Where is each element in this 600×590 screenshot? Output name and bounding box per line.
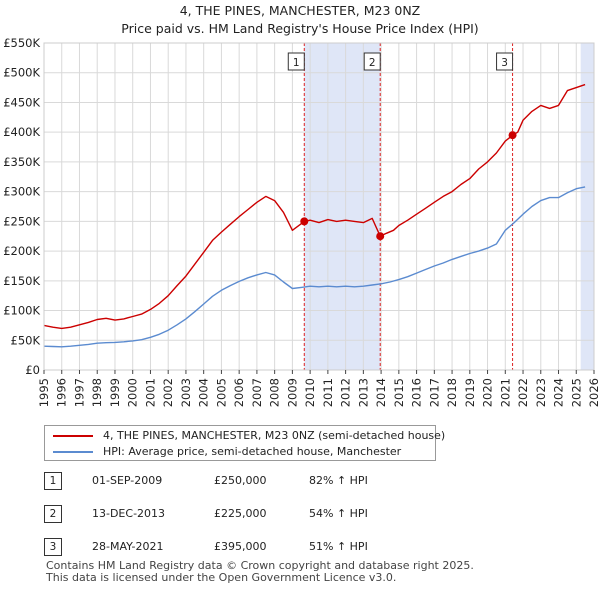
- legend-label-hpi: HPI: Average price, semi-detached house,…: [103, 445, 402, 458]
- y-tick-label: £150K: [3, 274, 40, 288]
- legend: 4, THE PINES, MANCHESTER, M23 0NZ (semi-…: [44, 425, 445, 461]
- transaction-hpi-change: 54% ↑ HPI: [309, 507, 368, 520]
- sale-point: [376, 232, 385, 241]
- x-tick-label: 2016: [410, 378, 424, 407]
- plot-area: [43, 42, 595, 371]
- y-tick-label: £250K: [3, 214, 40, 228]
- x-tick-label: 2008: [268, 378, 282, 407]
- sale-marker-badge: 2: [363, 52, 381, 71]
- sale-marker-number: 3: [501, 57, 508, 69]
- transaction-badge: 1: [44, 472, 62, 490]
- x-tick-label: 2026: [587, 378, 600, 407]
- x-tick-label: 2011: [321, 378, 335, 407]
- x-tick-label: 2004: [197, 378, 211, 407]
- y-tick-label: £400K: [3, 125, 40, 139]
- sale-point: [508, 131, 517, 140]
- transaction-hpi-change: 51% ↑ HPI: [309, 540, 368, 553]
- sale-marker-badge: 3: [496, 52, 514, 71]
- x-tick-label: 1999: [108, 378, 122, 407]
- x-tick-label: 2019: [463, 378, 477, 407]
- y-tick-label: £500K: [3, 66, 40, 80]
- x-tick-label: 1996: [55, 378, 69, 407]
- x-tick-label: 2005: [214, 378, 228, 407]
- shaded-range: [580, 43, 594, 370]
- footer-licence: This data is licensed under the Open Gov…: [46, 571, 397, 584]
- x-tick-label: 2014: [374, 378, 388, 407]
- y-tick-label: £350K: [3, 155, 40, 169]
- sale-marker-box: [363, 52, 381, 71]
- x-tick-label: 2001: [143, 378, 157, 407]
- chart-subtitle: Price paid vs. HM Land Registry's House …: [121, 21, 479, 36]
- x-tick-label: 2012: [339, 378, 353, 407]
- price-chart: 1 2 3 £0 £50K £100K £150K £200K £250K £300K £350K…: [3, 36, 600, 407]
- x-tick-label: 2024: [552, 378, 566, 407]
- y-tick-label: £0: [25, 363, 40, 377]
- x-tick-label: 2002: [161, 378, 175, 407]
- x-tick-label: 1995: [37, 378, 51, 407]
- x-tick-label: 2023: [534, 378, 548, 407]
- transaction-date: 28-MAY-2021: [92, 540, 164, 553]
- x-tick-label: 2010: [303, 378, 317, 407]
- sale-marker-box: [287, 52, 305, 71]
- shaded-range: [304, 43, 381, 370]
- x-tick-label: 2009: [285, 378, 299, 407]
- x-tick-label: 2000: [126, 378, 140, 407]
- y-tick-label: £100K: [3, 304, 40, 318]
- footer: Contains HM Land Registry data © Crown c…: [46, 560, 474, 584]
- footer-copyright: Contains HM Land Registry data © Crown c…: [46, 559, 474, 572]
- y-tick-label: £550K: [3, 36, 40, 50]
- y-tick-label: £200K: [3, 244, 40, 258]
- transaction-badge: 2: [44, 505, 62, 523]
- legend-swatch-property: [53, 435, 93, 437]
- x-tick-label: 2020: [481, 378, 495, 407]
- chart-title-block: 4, THE PINES, MANCHESTER, M23 0NZ Price …: [0, 2, 600, 38]
- legend-item-property: 4, THE PINES, MANCHESTER, M23 0NZ (semi-…: [53, 428, 445, 444]
- x-tick-label: 2013: [356, 378, 370, 407]
- legend-swatch-hpi: [53, 451, 93, 453]
- sale-marker-box: [496, 52, 514, 71]
- transaction-date: 13-DEC-2013: [92, 507, 166, 520]
- x-tick-label: 2021: [498, 378, 512, 407]
- x-tick-label: 1997: [72, 378, 86, 407]
- x-tick-label: 2018: [445, 378, 459, 407]
- transaction-price: £250,000: [214, 474, 267, 487]
- x-tick-label: 1998: [90, 378, 104, 407]
- sale-marker-number: 1: [293, 57, 300, 69]
- sale-marker-number: 2: [369, 57, 376, 69]
- transaction-price: £225,000: [214, 507, 267, 520]
- transaction-hpi-change: 82% ↑ HPI: [309, 474, 368, 487]
- y-tick-label: £50K: [11, 333, 41, 347]
- x-tick-label: 2022: [516, 378, 530, 407]
- chart-title: 4, THE PINES, MANCHESTER, M23 0NZ: [179, 3, 421, 18]
- legend-item-hpi: HPI: Average price, semi-detached house,…: [53, 444, 401, 460]
- transaction-badge: 3: [44, 538, 62, 556]
- legend-label-property: 4, THE PINES, MANCHESTER, M23 0NZ (semi-…: [103, 429, 446, 442]
- transaction-date: 01-SEP-2009: [92, 474, 163, 487]
- x-tick-label: 2006: [232, 378, 246, 407]
- hpi-line: [43, 186, 586, 348]
- y-tick-label: £300K: [3, 185, 40, 199]
- transaction-price: £395,000: [214, 540, 267, 553]
- sale-point: [300, 217, 309, 226]
- sale-marker-badge: 1: [287, 52, 305, 71]
- y-tick-label: £450K: [3, 95, 40, 109]
- x-tick-label: 2003: [179, 378, 193, 407]
- property-price-line: [43, 83, 586, 330]
- x-tick-label: 2007: [250, 378, 264, 407]
- x-tick-label: 2015: [392, 378, 406, 407]
- x-tick-label: 2017: [427, 378, 441, 407]
- x-tick-label: 2025: [569, 378, 583, 407]
